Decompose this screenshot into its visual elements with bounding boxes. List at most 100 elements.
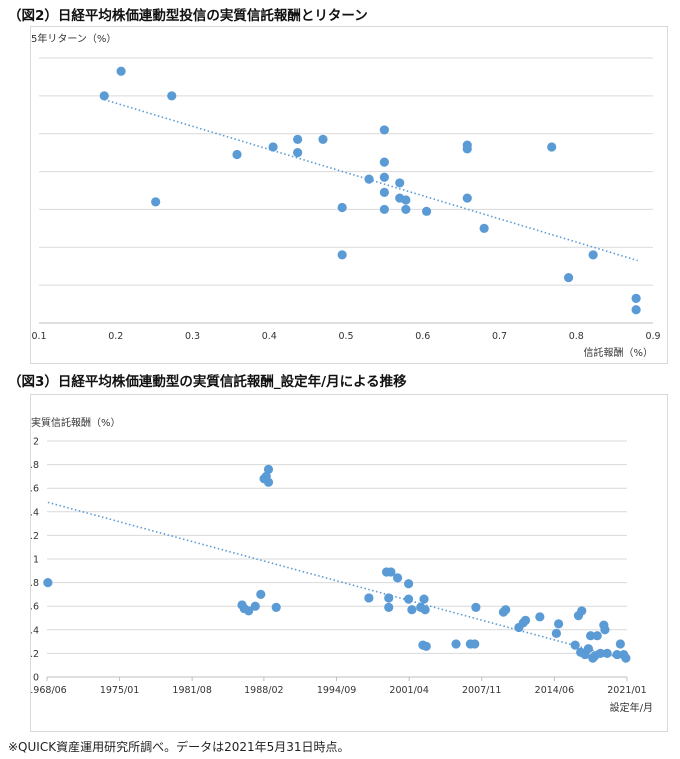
data-point — [401, 195, 411, 205]
data-point — [403, 594, 414, 604]
data-point — [263, 464, 274, 474]
data-point — [244, 606, 254, 616]
chart1-title: （図2）日経平均株価連動型投信の実質信託報酬とリターン — [8, 8, 368, 24]
data-point — [379, 172, 389, 182]
data-point — [595, 648, 606, 658]
data-point — [116, 66, 126, 76]
footnote: ※QUICK資産運用研究所調べ。データは2021年5月31日時点。 — [8, 740, 350, 754]
data-point — [395, 178, 405, 188]
data-point — [585, 631, 596, 641]
trendline — [104, 98, 638, 262]
y-tick-label: 0.6 — [31, 602, 39, 613]
data-point — [462, 193, 472, 203]
data-point — [600, 625, 610, 635]
x-tick-label: 0.6 — [415, 331, 430, 342]
data-point — [570, 640, 580, 650]
y-tick-label: 1.6 — [31, 484, 39, 495]
x-tick-label: 1981/08 — [172, 685, 211, 696]
chart2-plot: 0 0.2 0.4 0.6 0.8 1 1.2 1.4 1.6 1.8 2 1968/06 1975/0… — [31, 416, 653, 714]
x-tick-label: 1975/01 — [100, 685, 139, 696]
data-point — [167, 91, 177, 101]
data-point — [403, 579, 414, 589]
data-point — [451, 639, 461, 649]
data-point — [256, 589, 266, 599]
data-point — [268, 142, 278, 152]
data-point — [364, 174, 374, 184]
data-point — [401, 204, 411, 215]
x-tick-label: 0.1 — [31, 331, 46, 342]
data-point — [520, 615, 531, 625]
data-point — [602, 648, 612, 658]
x-tick-label: 2021/01 — [607, 685, 646, 696]
data-point — [232, 149, 242, 160]
y-tick-label: 1.2 — [31, 531, 39, 542]
trendline — [47, 501, 622, 659]
data-point — [379, 125, 389, 135]
data-point — [631, 293, 641, 303]
y-tick-label: 1.8 — [31, 460, 39, 471]
y-tick-label: 0.8 — [31, 578, 39, 589]
chart1-panel: 76777879808182830.10.20.30.40.50.60.70.8… — [30, 26, 668, 364]
y-axis-title: 実質信託報酬（%） — [31, 416, 121, 429]
data-point — [592, 631, 602, 641]
x-axis-title: 設定年/月 — [610, 701, 653, 714]
data-point — [99, 91, 109, 101]
data-point — [364, 593, 374, 603]
data-point — [470, 639, 480, 649]
data-point — [583, 644, 593, 654]
data-point — [471, 602, 481, 612]
y-tick-label: 1.4 — [31, 507, 39, 518]
data-point — [250, 601, 260, 611]
data-point — [563, 272, 574, 283]
data-point — [535, 612, 545, 622]
x-tick-label: 2007/11 — [462, 685, 501, 696]
y-tick-label: 1 — [33, 555, 39, 566]
data-point — [631, 305, 641, 315]
x-tick-label: 0.3 — [185, 331, 200, 342]
data-point — [577, 606, 587, 616]
y-tick-label: 0.4 — [31, 625, 39, 636]
data-point — [151, 197, 161, 207]
data-point — [379, 157, 389, 167]
y-axis-title: 5年リターン（%） — [31, 32, 116, 45]
data-point — [386, 567, 396, 577]
data-point — [547, 142, 557, 152]
data-point — [479, 223, 489, 233]
data-point — [271, 602, 281, 612]
x-tick-label: 1988/02 — [244, 685, 283, 696]
x-tick-label: 0.9 — [645, 331, 660, 342]
data-point — [551, 628, 562, 638]
data-point — [621, 653, 631, 663]
data-point — [337, 202, 347, 213]
x-axis-title: 信託報酬（%） — [583, 346, 653, 359]
y-tick-label: 2 — [33, 437, 39, 448]
x-tick-label: 2001/04 — [389, 685, 428, 696]
chart2-title: （図3）日経平均株価連動型の実質信託報酬_設定年/月による推移 — [8, 374, 407, 390]
data-point — [318, 134, 328, 144]
y-tick-label: 0 — [33, 673, 39, 684]
data-point — [407, 605, 417, 615]
data-point — [421, 641, 431, 651]
data-point — [379, 204, 389, 215]
data-point — [263, 477, 274, 487]
data-point — [379, 187, 389, 197]
data-point — [420, 605, 430, 615]
chart2-panel: 0 0.2 0.4 0.6 0.8 1 1.2 1.4 1.6 1.8 2 1968/06 1975/0… — [30, 394, 668, 732]
data-point — [392, 573, 403, 583]
data-point — [384, 593, 394, 603]
y-tick-label: 0.2 — [31, 649, 39, 660]
data-point — [462, 144, 472, 154]
data-point — [419, 594, 429, 604]
data-point — [501, 605, 511, 615]
x-tick-label: 1968/06 — [31, 685, 67, 696]
data-point — [588, 250, 598, 260]
data-point — [43, 578, 53, 588]
data-point — [293, 134, 303, 144]
data-point — [421, 206, 432, 216]
data-point — [612, 649, 622, 660]
x-tick-label: 2014/06 — [535, 685, 574, 696]
x-tick-label: 0.5 — [338, 331, 353, 342]
data-point — [554, 619, 564, 629]
x-tick-label: 0.8 — [569, 331, 584, 342]
data-point — [293, 148, 303, 158]
